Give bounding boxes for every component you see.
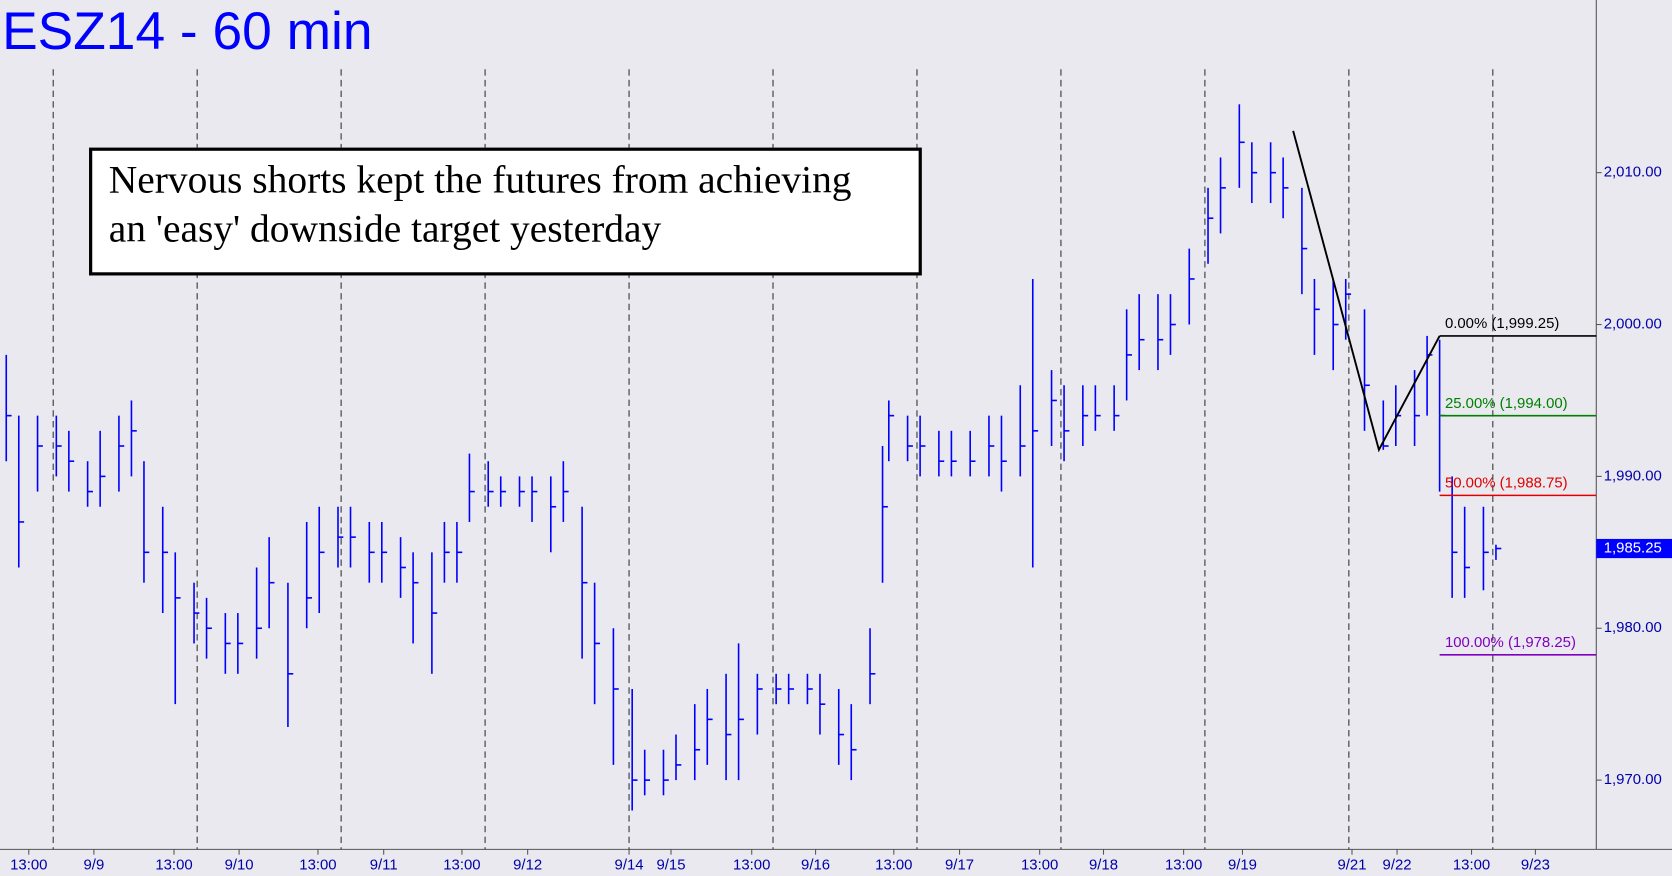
x-tick-label: 13:00 [875, 856, 912, 873]
x-tick-label: 9/23 [1521, 856, 1550, 873]
x-tick-label: 9/21 [1337, 856, 1366, 873]
x-tick-label: 13:00 [1021, 856, 1058, 873]
x-tick-label: 13:00 [155, 856, 192, 873]
x-tick-label: 9/16 [801, 856, 830, 873]
x-tick-label: 13:00 [1165, 856, 1202, 873]
trend-line [1292, 130, 1441, 453]
fib-label: 50.00% (1,988.75) [1445, 475, 1568, 492]
x-tick-label: 9/10 [225, 856, 254, 873]
x-tick-label: 9/12 [513, 856, 542, 873]
x-tick-label: 9/9 [84, 856, 105, 873]
last-price-box [1596, 538, 1672, 559]
x-tick-label: 13:00 [733, 856, 770, 873]
x-tick-label: 13:00 [443, 856, 480, 873]
x-tick-label: 9/19 [1228, 856, 1257, 873]
y-tick-label: 1,980.00 [1604, 619, 1662, 636]
y-tick-label: 1,990.00 [1604, 467, 1662, 484]
x-tick-label: 13:00 [299, 856, 336, 873]
y-tick-label: 1,970.00 [1604, 771, 1662, 788]
chart-title: ESZ14 - 60 min [2, 2, 372, 61]
fib-label: 100.00% (1,978.25) [1445, 634, 1576, 651]
annotation-box [89, 147, 922, 276]
x-tick-label: 9/15 [656, 856, 685, 873]
x-tick-label: 13:00 [1453, 856, 1490, 873]
x-tick-label: 9/14 [615, 856, 644, 873]
last-price-label: 1,985.25 [1604, 539, 1662, 556]
annotation-line: Nervous shorts kept the futures from ach… [109, 157, 852, 201]
x-tick-label: 9/22 [1383, 856, 1412, 873]
x-tick-label: 9/17 [945, 856, 974, 873]
x-tick-label: 13:00 [10, 856, 47, 873]
y-tick-label: 2,010.00 [1604, 164, 1662, 181]
x-tick-label: 9/11 [370, 856, 398, 873]
fib-label: 0.00% (1,999.25) [1445, 315, 1559, 332]
annotation-line: an 'easy' downside target yesterday [109, 206, 662, 250]
x-tick-label: 9/18 [1089, 856, 1118, 873]
fib-label: 25.00% (1,994.00) [1445, 395, 1568, 412]
y-tick-label: 2,000.00 [1604, 315, 1662, 332]
